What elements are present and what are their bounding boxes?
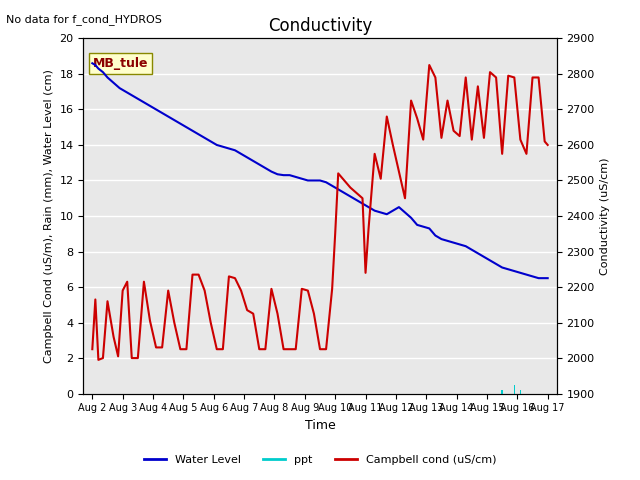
Bar	[520, 390, 521, 394]
Bar	[501, 390, 503, 394]
Bar	[513, 385, 515, 394]
Y-axis label: Conductivity (uS/cm): Conductivity (uS/cm)	[600, 157, 611, 275]
Y-axis label: Campbell Cond (uS/m), Rain (mm), Water Level (cm): Campbell Cond (uS/m), Rain (mm), Water L…	[44, 69, 54, 363]
Legend: Water Level, ppt, Campbell cond (uS/cm): Water Level, ppt, Campbell cond (uS/cm)	[140, 451, 500, 469]
Title: Conductivity: Conductivity	[268, 17, 372, 36]
Text: No data for f_cond_HYDROS: No data for f_cond_HYDROS	[6, 14, 163, 25]
Text: MB_tule: MB_tule	[93, 57, 148, 70]
X-axis label: Time: Time	[305, 419, 335, 432]
